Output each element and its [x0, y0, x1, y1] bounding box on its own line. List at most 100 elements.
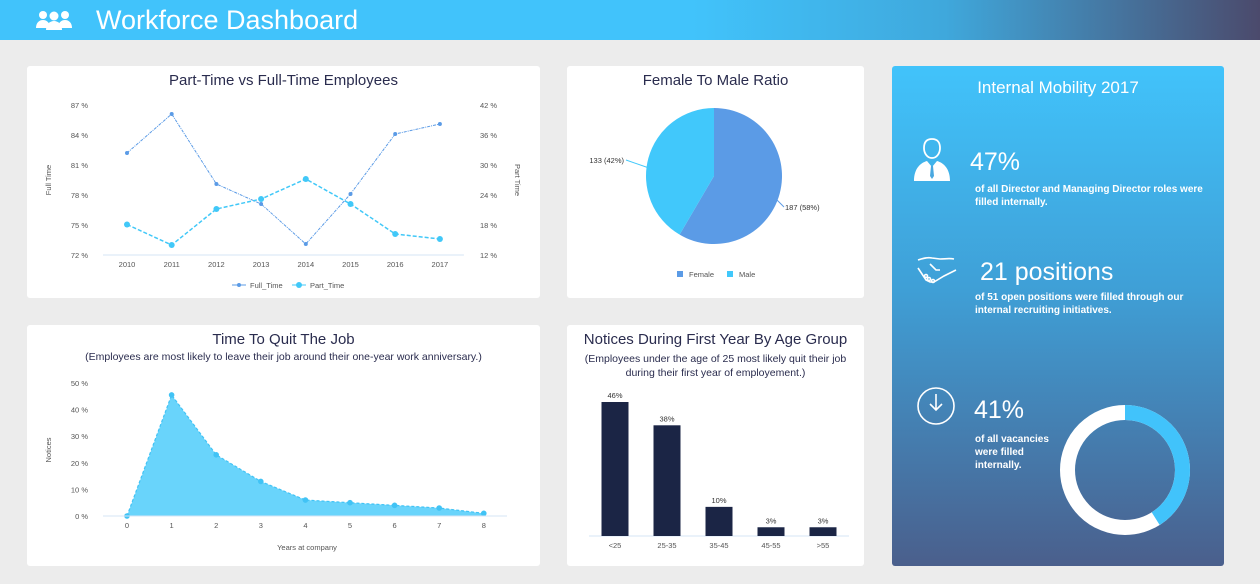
chart-title: Part-Time vs Full-Time Employees [169, 72, 398, 89]
x-tick-label: 25-35 [657, 541, 676, 550]
slice-label: 187 (58%) [785, 203, 820, 212]
chart-title: Notices During First Year By Age Group [583, 331, 848, 348]
x-tick-label: 2014 [297, 260, 314, 269]
y-tick-label: 10 % [71, 485, 88, 494]
line-chart: 87 % 84 % 81 % 78 % 75 % 72 % 42 % 36 % 30 % 24 %… [44, 101, 522, 290]
y-tick-label: 30 % [71, 432, 88, 441]
y-tick-label: 75 % [71, 221, 88, 230]
pie-slice-Female [679, 108, 782, 244]
clock-down-icon [917, 387, 955, 425]
x-tick-label: 2016 [387, 260, 404, 269]
data-point [436, 236, 443, 242]
x-tick-label: 0 [125, 521, 129, 530]
bar [757, 527, 785, 536]
bar [601, 402, 629, 536]
legend-label: Male [739, 270, 755, 279]
data-point [169, 112, 174, 116]
leader-line [776, 199, 785, 208]
x-tick-label: 2015 [342, 260, 359, 269]
bar-label: 38% [659, 414, 674, 423]
y2-tick-label: 30 % [480, 161, 497, 170]
businessman-icon [914, 138, 950, 181]
bar-label: 10% [711, 496, 726, 505]
chart-title: Time To Quit The Job [212, 331, 355, 348]
bar-chart-card: Notices During First Year By Age Group (… [567, 325, 864, 566]
users-icon [36, 11, 72, 30]
stat-value: 47% [970, 148, 1021, 176]
y-axis-label: Full Time [44, 165, 53, 195]
leader-line [625, 159, 650, 169]
data-point [214, 182, 219, 186]
stat-desc: were filled [975, 447, 1024, 458]
legend-marker [727, 271, 733, 277]
data-point [303, 242, 308, 246]
data-point [213, 452, 219, 458]
bar-label: 46% [607, 391, 622, 400]
x-axis-label: Years at company [277, 543, 337, 552]
x-tick-label: 2013 [253, 260, 270, 269]
stat-desc: of all vacancies [975, 434, 1049, 445]
data-point [259, 202, 264, 206]
x-tick-label: 8 [482, 521, 486, 530]
data-point [258, 478, 264, 485]
x-tick-label: 35-45 [709, 541, 728, 550]
data-point [392, 231, 399, 237]
area-chart-card: Time To Quit The Job (Employees are most… [27, 325, 540, 566]
pie-slice-Male [646, 108, 714, 235]
chart-subtitle-line: during their first year of employement.) [625, 367, 806, 379]
x-tick-label: 2010 [119, 260, 136, 269]
y-axis-label: Notices [44, 437, 53, 462]
legend-marker [237, 283, 241, 287]
y-tick-label: 0 % [75, 512, 88, 521]
bar-label: 3% [818, 516, 829, 525]
y-tick-label: 40 % [71, 406, 88, 415]
stat-desc: of 51 open positions were filled through… [975, 292, 1184, 303]
data-point [393, 132, 398, 136]
data-point [437, 122, 442, 126]
legend-label: Full_Time [250, 281, 283, 290]
data-point [213, 206, 220, 212]
series-line-Full_Time [126, 113, 441, 245]
data-point [302, 497, 309, 503]
bar-chart: 46% <25 38% 25-35 10% 35-45 3% 45-55 3% >55 [589, 391, 849, 550]
internal-mobility-panel: Internal Mobility 2017 47% of all Direct… [892, 66, 1224, 566]
header: Workforce Dashboard [0, 0, 1260, 40]
data-point [436, 505, 443, 511]
x-tick-label: 5 [348, 521, 352, 530]
x-tick-label: 1 [170, 521, 174, 530]
x-tick-label: 45-55 [761, 541, 780, 550]
x-tick-label: 4 [303, 521, 307, 530]
data-point [481, 510, 487, 517]
legend-label: Female [689, 270, 714, 279]
slice-label: 133 (42%) [589, 156, 624, 165]
data-point [168, 392, 175, 398]
pie-chart-card: Female To Male Ratio 187 (58%) 133 (42%) F… [567, 66, 864, 298]
stat-desc: internal recruiting initiatives. [975, 305, 1112, 316]
data-point [347, 499, 353, 506]
data-point [391, 502, 398, 509]
bar [653, 425, 681, 536]
data-point [125, 151, 129, 155]
stat-desc: of all Director and Managing Director ro… [975, 184, 1203, 195]
y2-tick-label: 36 % [480, 131, 497, 140]
y2-axis-label: Part Time [513, 164, 522, 196]
legend-marker [677, 271, 683, 277]
stat-value: 41% [974, 396, 1025, 424]
handshake-icon [917, 256, 957, 284]
data-point [347, 201, 354, 207]
x-tick-label: 7 [437, 521, 441, 530]
bar [705, 506, 733, 536]
x-tick-label: 2017 [432, 260, 449, 269]
x-tick-label: 2011 [164, 260, 180, 269]
y2-tick-label: 42 % [480, 101, 497, 110]
y2-tick-label: 12 % [480, 251, 497, 260]
bar [809, 527, 837, 536]
bar-label: 3% [766, 516, 777, 525]
stat-desc: filled internally. [975, 197, 1048, 208]
x-tick-label: 2 [214, 521, 218, 530]
donut-chart [1060, 405, 1190, 535]
page-title: Workforce Dashboard [96, 4, 359, 35]
data-point [302, 176, 309, 182]
chart-subtitle-line: (Employees under the age of 25 most like… [584, 353, 847, 365]
series-line-Part_Time [126, 178, 440, 246]
